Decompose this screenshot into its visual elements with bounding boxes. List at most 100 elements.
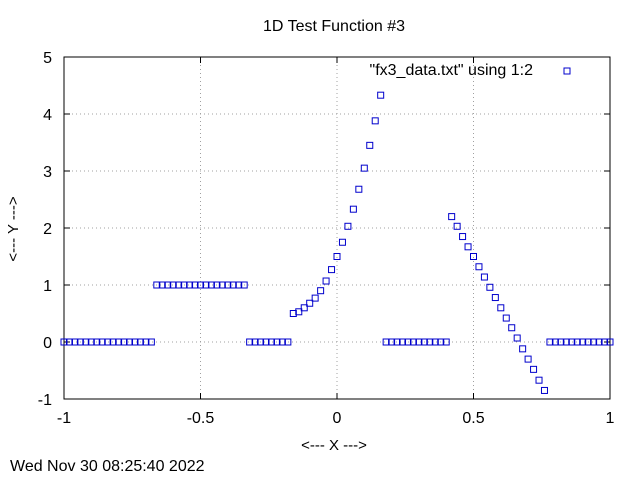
data-point xyxy=(240,281,248,289)
data-point xyxy=(453,222,461,230)
data-point xyxy=(180,281,188,289)
y-tick-label: 4 xyxy=(43,107,52,124)
x-tick-label: -0.5 xyxy=(187,410,215,427)
y-tick-labels: -1 0 1 2 3 4 5 xyxy=(38,50,52,409)
y-tick-label: 1 xyxy=(43,278,52,295)
data-point xyxy=(65,338,73,346)
data-point xyxy=(338,238,346,246)
data-point xyxy=(486,283,494,291)
y-tick-label: 3 xyxy=(43,164,52,181)
data-point xyxy=(530,365,538,373)
data-point xyxy=(513,334,521,342)
data-point xyxy=(131,338,139,346)
data-point xyxy=(224,281,232,289)
data-point xyxy=(497,304,505,312)
data-point xyxy=(584,338,592,346)
data-point xyxy=(207,281,215,289)
data-point xyxy=(426,338,434,346)
data-point xyxy=(366,141,374,149)
data-point xyxy=(147,338,155,346)
data-point xyxy=(136,338,144,346)
data-point xyxy=(158,281,166,289)
data-point xyxy=(164,281,172,289)
data-point xyxy=(568,338,576,346)
data-point xyxy=(82,338,90,346)
data-point xyxy=(278,338,286,346)
data-point xyxy=(399,338,407,346)
data-point xyxy=(169,281,177,289)
data-point xyxy=(409,338,417,346)
x-tick-label: 0 xyxy=(333,410,342,427)
data-point xyxy=(98,338,106,346)
data-points xyxy=(60,91,614,394)
data-point xyxy=(186,281,194,289)
data-point xyxy=(60,338,68,346)
data-point xyxy=(349,205,357,213)
data-point xyxy=(557,338,565,346)
data-point xyxy=(546,338,554,346)
data-point xyxy=(273,338,281,346)
y-tick-label: 0 xyxy=(43,335,52,352)
data-point xyxy=(377,91,385,99)
x-tick-labels: -1 -0.5 0 0.5 1 xyxy=(57,410,615,427)
data-point xyxy=(448,213,456,221)
data-point xyxy=(573,338,581,346)
data-point xyxy=(519,345,527,353)
data-point xyxy=(459,233,467,241)
data-point xyxy=(388,338,396,346)
y-axis-label: <--- Y ---> xyxy=(5,196,22,262)
chart-title: 1D Test Function #3 xyxy=(263,18,405,35)
y-tick-label: 5 xyxy=(43,50,52,67)
x-tick-label: 1 xyxy=(606,410,615,427)
data-point xyxy=(404,338,412,346)
data-point xyxy=(502,314,510,322)
data-point xyxy=(306,299,314,307)
data-point xyxy=(562,338,570,346)
data-point xyxy=(109,338,117,346)
data-point xyxy=(175,281,183,289)
data-point xyxy=(71,338,79,346)
data-point xyxy=(470,253,477,260)
data-point xyxy=(317,287,325,295)
data-point xyxy=(393,338,401,346)
data-point xyxy=(251,338,259,346)
data-point xyxy=(229,281,237,289)
data-point xyxy=(289,310,297,317)
data-point xyxy=(295,308,303,316)
data-point xyxy=(579,338,587,346)
legend-marker-square xyxy=(563,67,571,75)
data-point xyxy=(360,164,368,172)
data-point xyxy=(475,263,483,271)
data-point xyxy=(420,338,428,346)
data-point xyxy=(442,338,450,346)
data-point xyxy=(322,277,330,285)
data-point xyxy=(191,281,199,289)
data-point xyxy=(415,338,423,346)
x-tick-label: 0.5 xyxy=(462,410,484,427)
data-point xyxy=(371,117,379,125)
data-point xyxy=(120,338,128,346)
data-point xyxy=(431,338,439,346)
data-point xyxy=(382,338,390,346)
data-point xyxy=(115,338,123,346)
data-point xyxy=(328,266,336,274)
data-point xyxy=(480,273,488,281)
data-point xyxy=(311,294,319,302)
data-point xyxy=(257,338,265,346)
data-point xyxy=(126,338,134,346)
data-point xyxy=(551,338,559,346)
data-point xyxy=(246,338,254,346)
data-point xyxy=(540,386,548,394)
data-point xyxy=(606,338,614,346)
data-point xyxy=(267,338,275,346)
data-point xyxy=(104,338,112,346)
data-point xyxy=(87,338,95,346)
data-point xyxy=(93,338,101,346)
data-point xyxy=(464,243,472,251)
data-point xyxy=(235,281,243,289)
data-point xyxy=(202,281,210,289)
data-point xyxy=(437,338,445,346)
data-point xyxy=(142,338,150,346)
data-point xyxy=(333,253,341,260)
timestamp-footer: Wed Nov 30 08:25:40 2022 xyxy=(10,458,205,475)
